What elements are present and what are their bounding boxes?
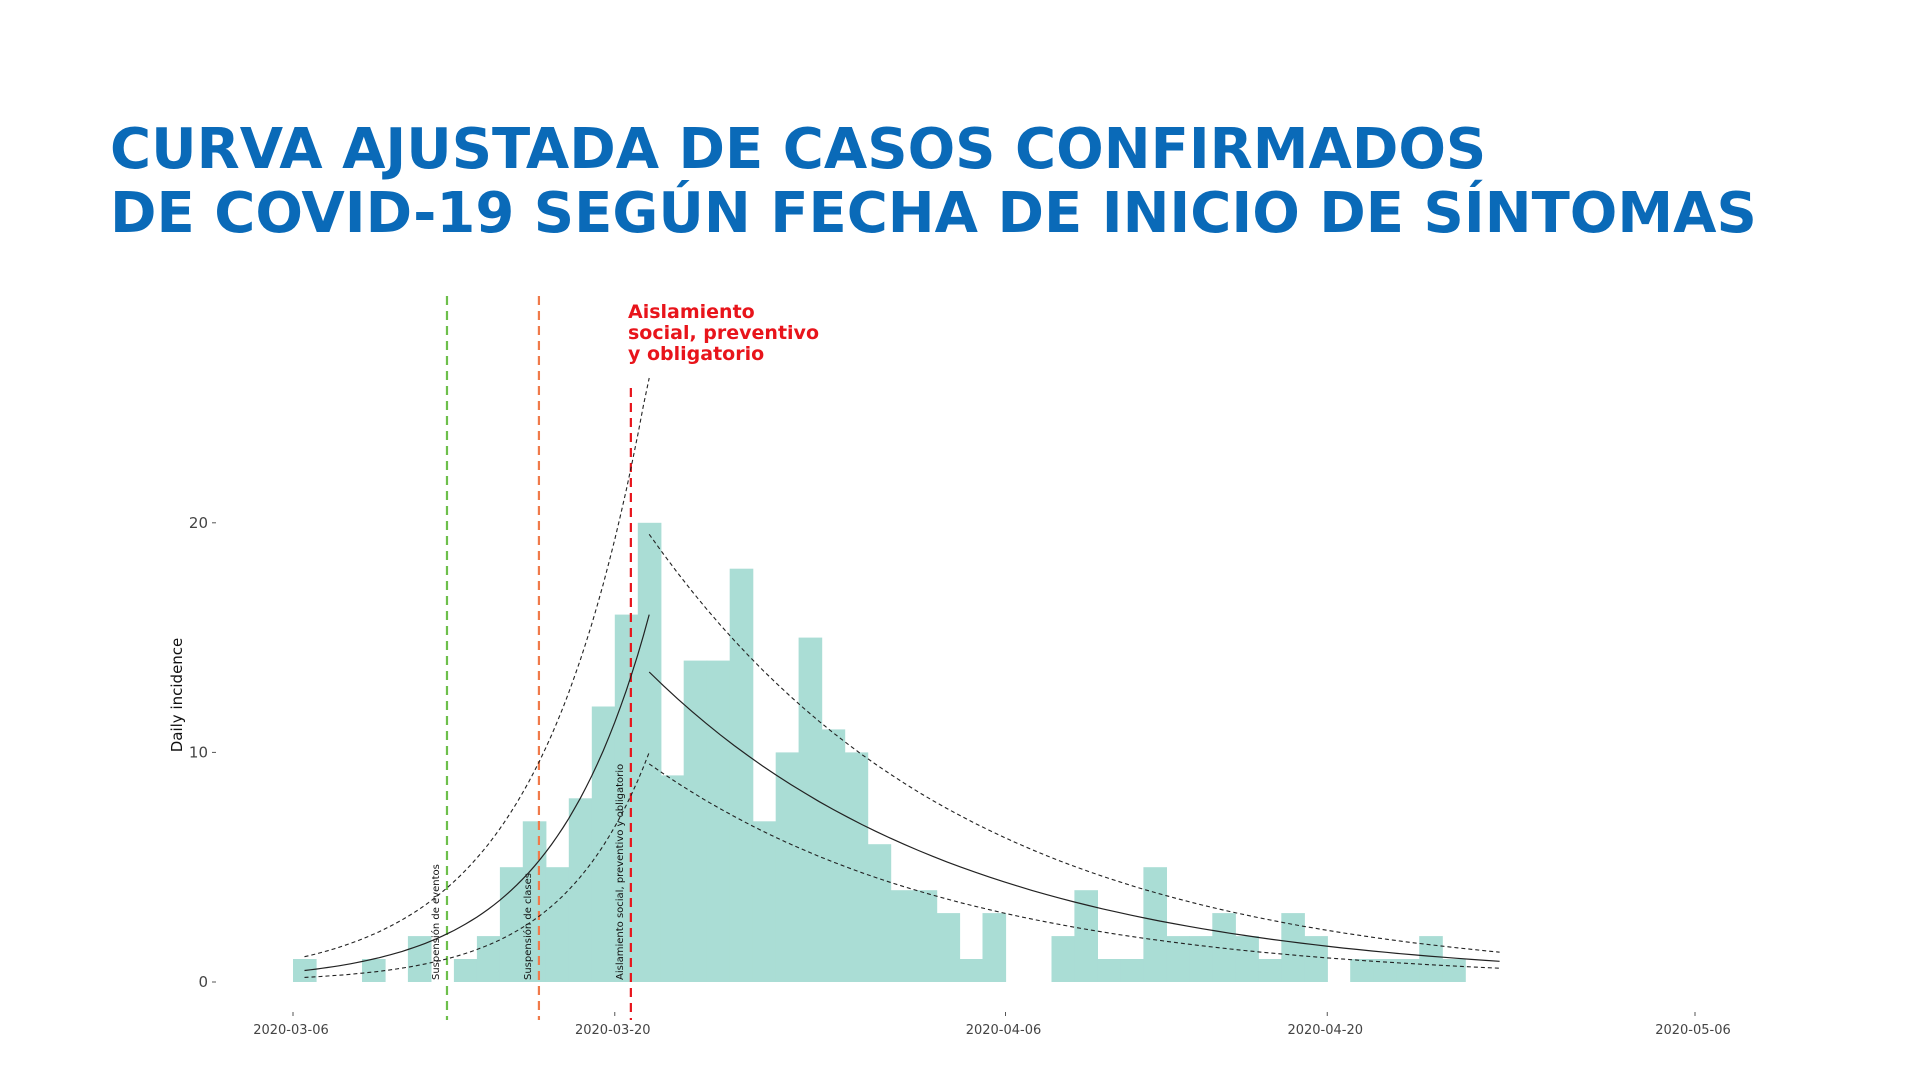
bar <box>1350 959 1374 982</box>
bar <box>1143 867 1167 982</box>
bar <box>1373 959 1397 982</box>
bar <box>729 568 754 982</box>
page-title: CURVA AJUSTADA DE CASOS CONFIRMADOS DE C… <box>110 118 1810 246</box>
intervention-callout: Aislamiento social, preventivo y obligat… <box>628 302 819 365</box>
callout-line-3: y obligatorio <box>628 343 765 365</box>
x-tick-label: 2020-04-06 <box>966 1023 1042 1038</box>
bar <box>1304 936 1328 982</box>
y-tick-label: 10 <box>189 743 208 761</box>
y-axis-label: Daily incidence <box>168 638 186 753</box>
bar <box>1396 959 1420 982</box>
axes-layer: 0 10 20 2020-03-06 2020-03-20 2020-04-06 2020-… <box>168 514 1731 1038</box>
event-label: Suspensión de eventos <box>430 864 442 980</box>
bar <box>453 959 478 982</box>
bar <box>867 844 892 982</box>
bar <box>982 913 1007 982</box>
bar <box>476 936 501 982</box>
title-line-2: DE COVID-19 SEGÚN FECHA DE INICIO DE SÍN… <box>110 181 1757 246</box>
bar <box>1074 890 1098 982</box>
decay-fit-upper-bound <box>648 533 1500 953</box>
bar <box>706 660 731 982</box>
bar <box>1442 959 1466 982</box>
bar <box>545 867 570 982</box>
events-layer: Suspensión de eventos Suspensión de clase… <box>430 296 632 1020</box>
bar <box>913 890 938 982</box>
growth-fit-line <box>304 614 650 972</box>
bar <box>752 821 777 982</box>
bar <box>890 890 915 982</box>
growth-fit-lower-bound <box>304 752 650 978</box>
decay-fit-lower-bound <box>648 763 1500 969</box>
bar <box>1189 936 1213 982</box>
x-tick-label: 2020-03-06 <box>253 1023 329 1038</box>
callout-line-2: social, preventivo <box>628 322 819 344</box>
bar <box>1097 959 1121 982</box>
bar <box>660 775 685 982</box>
bar <box>637 522 662 982</box>
bar <box>1419 936 1443 982</box>
bar <box>1258 959 1282 982</box>
bar <box>1235 936 1259 982</box>
bar <box>821 729 846 982</box>
bar <box>1212 913 1236 982</box>
bar <box>1281 913 1305 982</box>
event-label: Aislamiento social, preventivo y obligat… <box>615 764 626 980</box>
title-line-1: CURVA AJUSTADA DE CASOS CONFIRMADOS <box>110 117 1487 182</box>
bar <box>936 913 961 982</box>
bar <box>683 660 708 982</box>
callout-line-1: Aislamiento <box>628 301 755 323</box>
fit-curves-layer <box>304 377 1500 978</box>
bar <box>568 798 593 982</box>
bar <box>844 752 869 982</box>
bar <box>499 867 524 982</box>
bars-layer <box>293 522 1466 982</box>
bar <box>1166 936 1190 982</box>
x-tick-label: 2020-03-20 <box>575 1023 651 1038</box>
bar <box>1120 959 1144 982</box>
x-tick-label: 2020-04-20 <box>1287 1023 1363 1038</box>
bar <box>522 821 547 982</box>
bar <box>407 936 432 982</box>
bar <box>1051 936 1076 982</box>
y-tick-label: 0 <box>198 973 208 991</box>
x-tick-label: 2020-05-06 <box>1655 1023 1731 1038</box>
y-tick-label: 20 <box>189 514 208 532</box>
bar <box>362 959 386 982</box>
bar <box>775 752 800 982</box>
growth-fit-upper-bound <box>304 377 650 958</box>
bar <box>798 637 823 982</box>
event-label: Suspensión de clases <box>522 873 534 980</box>
bar <box>959 959 984 982</box>
decay-fit-line <box>648 671 1500 962</box>
